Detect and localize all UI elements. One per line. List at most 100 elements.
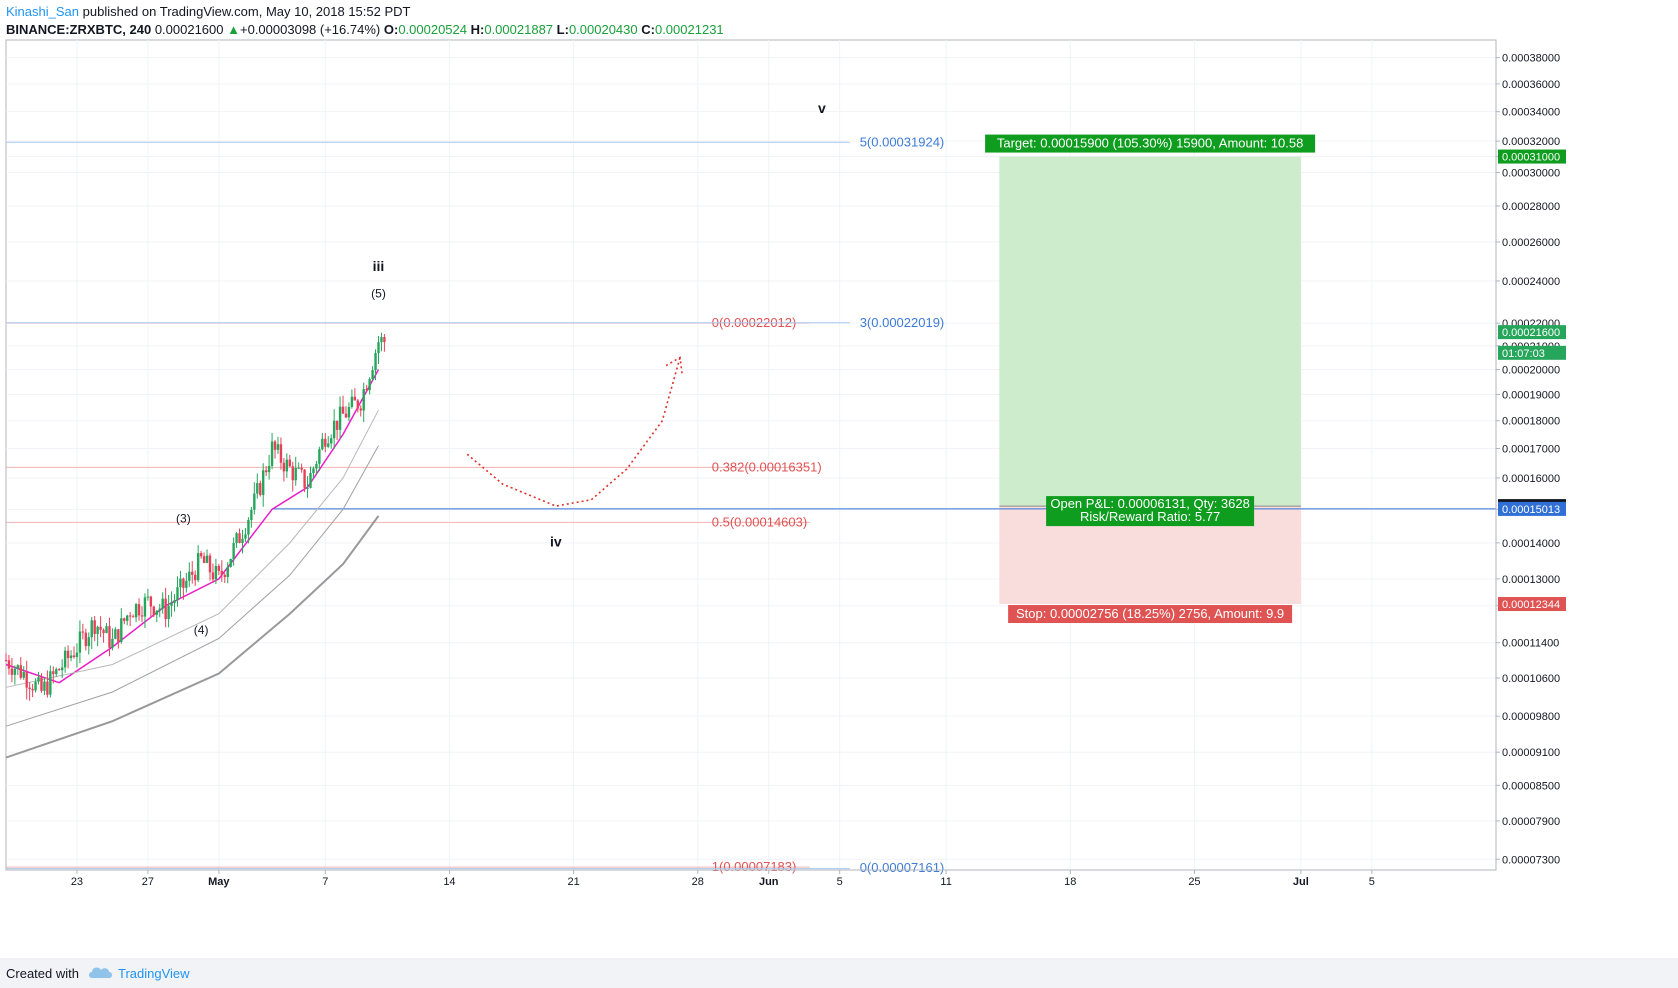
candle-body — [211, 572, 215, 580]
price-tick-label: 0.00030000 — [1502, 167, 1560, 179]
moving-average-ma_dark — [5, 515, 380, 759]
moving-average-ma_light — [5, 409, 379, 688]
candle-body — [66, 650, 70, 659]
candle-body — [143, 597, 147, 617]
target-label: Target: 0.00015900 (105.30%) 15900, Amou… — [997, 136, 1303, 151]
candle-body — [321, 438, 324, 450]
profit-zone — [999, 156, 1301, 507]
candle-body — [332, 420, 336, 439]
candle-body — [329, 438, 333, 444]
target-label-box — [985, 134, 1316, 153]
high-label: H: — [470, 22, 485, 37]
close-label: C: — [641, 22, 655, 37]
candle-body — [123, 618, 126, 621]
candle-body — [383, 337, 386, 343]
candle-body — [256, 483, 259, 494]
wave-label: iv — [550, 533, 562, 549]
time-tick-label: Jul — [1293, 876, 1309, 888]
candle-body — [185, 580, 188, 588]
wave-label: (3) — [176, 511, 191, 525]
price-tick-label: 0.00016000 — [1502, 473, 1560, 485]
wave-label: (4) — [194, 623, 209, 637]
low-value: 0.00020430 — [568, 22, 638, 37]
candle-body — [152, 606, 156, 615]
symbol-label[interactable]: BINANCE:ZRXBTC, 240 — [6, 22, 152, 37]
open-value: 0.00020524 — [398, 22, 467, 37]
wave-label: (5) — [371, 286, 386, 300]
price-badge-label: 0.00012344 — [1502, 599, 1560, 611]
price-tick-label: 0.00013000 — [1502, 574, 1560, 586]
candle-body — [229, 558, 232, 567]
fib-extension-label: 5(0.00031924) — [860, 134, 945, 149]
price-chart[interactable]: 0(0.00022012)0.382(0.00016351)0.5(0.0001… — [0, 0, 1678, 958]
candle-body — [250, 509, 253, 520]
candle-body — [288, 459, 292, 467]
stop-label-box — [1008, 605, 1293, 624]
candle-body — [291, 466, 294, 481]
candle-body — [338, 406, 342, 430]
candle-body — [114, 629, 117, 639]
fib-extension-label: 0(0.00007161) — [860, 860, 945, 875]
candle-body — [128, 615, 132, 617]
candle-body — [69, 655, 73, 659]
fib-level-label: 0.382(0.00016351) — [712, 459, 822, 474]
price-tick-label: 0.00018000 — [1502, 416, 1560, 428]
candle-body — [55, 669, 58, 675]
candle-body — [25, 672, 28, 688]
pnl-label-box — [1046, 496, 1255, 527]
candle-body — [161, 598, 164, 609]
time-tick-label: 23 — [71, 876, 83, 888]
candle-body — [202, 556, 206, 563]
price-tick-label: 0.00038000 — [1502, 53, 1560, 65]
candle-body — [214, 566, 218, 580]
candle-body — [273, 441, 277, 450]
candle-body — [52, 671, 55, 675]
time-tick-label: 27 — [142, 876, 154, 888]
candle-body — [374, 353, 377, 371]
candle-body — [158, 608, 161, 611]
candle-body — [46, 681, 49, 695]
price-badge — [1498, 597, 1566, 612]
candle-body — [264, 470, 268, 473]
tradingview-cloud-icon[interactable] — [88, 964, 114, 980]
candle-body — [149, 596, 153, 607]
price-badge — [1498, 501, 1566, 516]
price-tick-label: 0.00009100 — [1502, 747, 1560, 759]
candle-body — [356, 400, 360, 409]
price-tick-label: 0.00007900 — [1502, 816, 1560, 828]
candle-body — [108, 626, 111, 648]
candle-body — [303, 469, 306, 488]
candle-body — [194, 574, 197, 581]
candle-body — [10, 668, 14, 675]
price-tick-label: 0.00028000 — [1502, 201, 1560, 213]
candle-body — [238, 533, 241, 543]
candle-body — [196, 553, 200, 581]
candle-body — [167, 605, 170, 620]
chart-header: Kinashi_San published on TradingView.com… — [6, 3, 724, 39]
ohlc-line: BINANCE:ZRXBTC, 240 0.00021600 ▲+0.00003… — [6, 21, 724, 39]
wave-label: v — [818, 100, 826, 116]
candle-body — [37, 677, 40, 682]
time-tick-label: 25 — [1188, 876, 1200, 888]
footer-bar: Created with TradingView — [0, 958, 1678, 988]
price-tick-label: 0.00019000 — [1502, 389, 1560, 401]
candle-body — [16, 665, 20, 669]
author-link[interactable]: Kinashi_San — [6, 4, 79, 19]
candle-body — [43, 681, 46, 691]
price-tick-label: 0.00010600 — [1502, 673, 1560, 685]
time-tick-label: May — [208, 876, 230, 888]
candle-body — [4, 660, 8, 662]
candle-body — [155, 610, 158, 615]
wave-label: iii — [373, 258, 385, 274]
candle-body — [241, 538, 244, 543]
time-tick-label: 28 — [692, 876, 704, 888]
time-tick-label: 18 — [1064, 876, 1076, 888]
tradingview-link[interactable]: TradingView — [118, 966, 190, 981]
published-text: published on TradingView.com, May 10, 20… — [82, 4, 411, 19]
price-tick-label: 0.00024000 — [1502, 276, 1560, 288]
candle-body — [60, 667, 64, 671]
candle-body — [105, 626, 108, 634]
candle-body — [220, 570, 224, 575]
candle-body — [282, 462, 286, 472]
candle-body — [226, 566, 229, 578]
